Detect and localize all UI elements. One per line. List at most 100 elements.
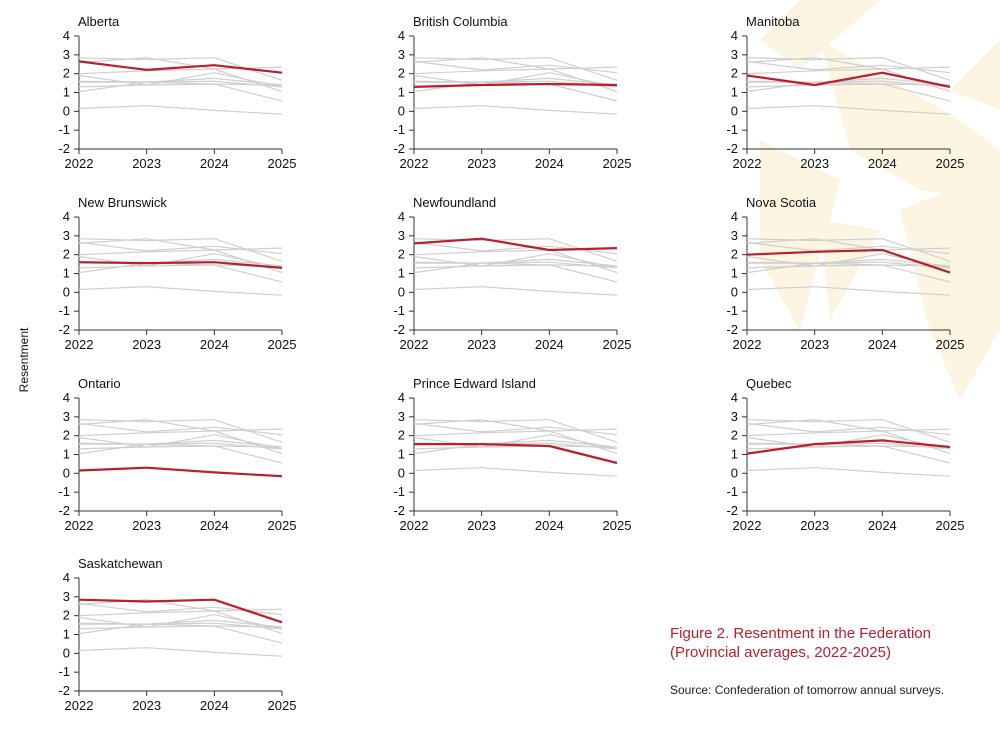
y-tick-label: 3 [731, 409, 738, 424]
x-tick-label: 2025 [603, 518, 632, 533]
panel-ontario: Ontario 4 3 2 1 0 -1 -2 2022 2023 2024 2025 [0, 362, 300, 542]
y-tick-label: 2 [398, 66, 405, 81]
context-line-quebec [746, 258, 951, 274]
y-tick-label: 1 [398, 447, 405, 462]
y-tick-label: 4 [398, 390, 405, 405]
y-tick-label: -1 [58, 122, 70, 137]
panel-title: New Brunswick [78, 195, 167, 210]
y-tick-label: 3 [63, 47, 70, 62]
context-line-prince-edward-island [414, 81, 618, 102]
x-tick-label: 2023 [800, 337, 829, 352]
x-tick-label: 2024 [868, 156, 897, 171]
y-tick-label: -1 [58, 484, 70, 499]
panel-title: Alberta [78, 14, 120, 29]
y-tick-label: 3 [63, 228, 70, 243]
context-line-newfoundland [78, 238, 283, 251]
x-tick-label: 2024 [200, 518, 229, 533]
y-tick-label: 4 [398, 209, 405, 224]
x-tick-label: 2024 [535, 518, 564, 533]
context-line-newfoundland [746, 419, 951, 432]
highlight-line-nova-scotia [746, 248, 951, 274]
context-line-saskatchewan [413, 419, 618, 443]
y-tick-label: -2 [726, 141, 738, 156]
context-line-nova-scotia [78, 430, 283, 455]
y-tick-label: -1 [393, 484, 405, 499]
highlight-line-newfoundland [413, 237, 618, 252]
x-tick-label: 2022 [400, 518, 429, 533]
y-tick-label: -2 [393, 322, 405, 337]
highlight-line-new-brunswick [78, 261, 283, 269]
x-tick-label: 2022 [733, 337, 762, 352]
x-tick-label: 2023 [132, 698, 161, 713]
y-tick-label: 0 [63, 465, 70, 480]
y-tick-label: 0 [731, 284, 738, 299]
y-tick-label: 3 [398, 228, 405, 243]
x-tick-label: 2023 [467, 337, 496, 352]
x-tick-label: 2024 [868, 518, 897, 533]
panel-nova-scotia: Nova Scotia 4 3 2 1 0 -1 -2 2022 2023 2024 2025 [668, 181, 968, 361]
panel-newfoundland: Newfoundland 4 3 2 1 0 -1 -2 2022 2023 2024 2025 [335, 181, 635, 361]
x-tick-label: 2022 [400, 337, 429, 352]
context-line-quebec [78, 439, 283, 455]
x-tick-label: 2022 [733, 156, 762, 171]
x-tick-label: 2025 [268, 156, 297, 171]
y-tick-label: 0 [63, 645, 70, 660]
panel-manitoba: Manitoba 4 3 2 1 0 -1 -2 2022 2023 2024 2025 [668, 0, 968, 180]
x-tick-label: 2024 [200, 337, 229, 352]
x-tick-label: 2023 [800, 518, 829, 533]
y-tick-label: 0 [63, 103, 70, 118]
y-tick-label: 2 [731, 428, 738, 443]
context-line-saskatchewan [413, 57, 618, 81]
context-line-newfoundland [746, 57, 951, 70]
context-line-quebec [78, 619, 283, 635]
context-line-nova-scotia [413, 68, 618, 93]
y-tick-label: -2 [58, 322, 70, 337]
x-tick-label: 2022 [65, 698, 94, 713]
x-tick-label: 2023 [132, 156, 161, 171]
y-tick-label: -1 [58, 303, 70, 318]
context-line-quebec [78, 77, 283, 93]
panel-title: Nova Scotia [746, 195, 817, 210]
y-tick-label: -2 [393, 141, 405, 156]
context-line-saskatchewan [746, 238, 951, 262]
x-tick-label: 2025 [603, 337, 632, 352]
y-tick-label: -1 [393, 303, 405, 318]
x-tick-label: 2025 [603, 156, 632, 171]
y-tick-label: -1 [726, 122, 738, 137]
y-tick-label: 2 [398, 428, 405, 443]
context-line-nova-scotia [413, 430, 618, 455]
x-tick-label: 2025 [936, 337, 965, 352]
x-tick-label: 2025 [268, 518, 297, 533]
y-tick-label: 0 [63, 284, 70, 299]
context-line-nova-scotia [78, 610, 283, 635]
y-tick-label: -2 [726, 322, 738, 337]
context-line-prince-edward-island [414, 262, 618, 283]
highlight-line-ontario [78, 466, 283, 478]
context-line-ontario [413, 286, 618, 296]
y-tick-label: 1 [63, 447, 70, 462]
context-line-quebec [78, 258, 283, 274]
x-tick-label: 2022 [65, 337, 94, 352]
y-tick-label: 3 [398, 47, 405, 62]
context-line-newfoundland [413, 57, 618, 70]
context-line-ontario [746, 467, 951, 477]
context-line-quebec [413, 439, 618, 455]
context-line-ontario [78, 647, 283, 657]
context-line-ontario [78, 286, 283, 296]
context-line-newfoundland [413, 419, 618, 432]
context-line-prince-edward-island [79, 443, 283, 464]
panel-title: Prince Edward Island [413, 376, 536, 391]
y-tick-label: 2 [398, 247, 405, 262]
panel-title: Manitoba [746, 14, 800, 29]
context-line-newfoundland [78, 419, 283, 432]
context-line-saskatchewan [78, 419, 283, 443]
y-tick-label: 4 [63, 28, 70, 43]
